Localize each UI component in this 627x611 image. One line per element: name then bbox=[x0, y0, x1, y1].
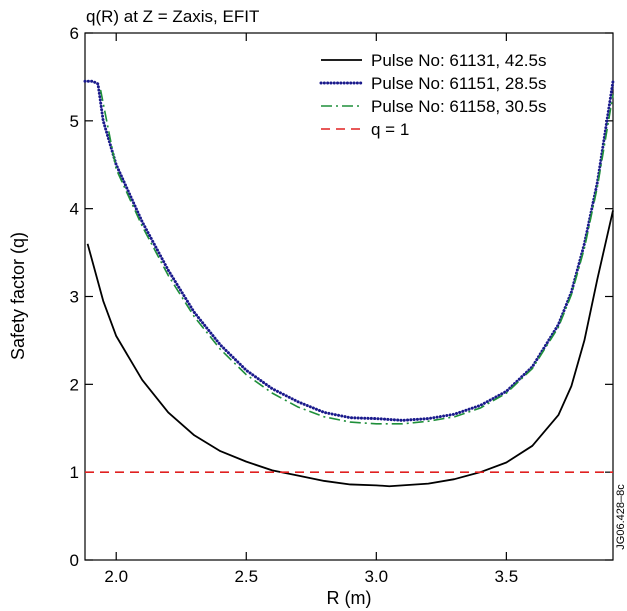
legend-label-2: Pulse No: 61151, 28.5s bbox=[371, 74, 546, 93]
series-line-1 bbox=[86, 210, 614, 488]
x-axis-title: R (m) bbox=[327, 588, 372, 608]
series-line-2 bbox=[83, 79, 615, 422]
legend: Pulse No: 61131, 42.5s Pulse No: 61151, 2… bbox=[319, 51, 546, 139]
series-line-3 bbox=[99, 89, 614, 425]
tick-labels: 2.0 2.5 3.0 3.5 0 1 2 3 4 5 6 bbox=[70, 24, 519, 586]
y-tick-label: 3 bbox=[70, 288, 79, 307]
y-tick-label: 4 bbox=[70, 200, 79, 219]
y-axis-title: Safety factor (q) bbox=[8, 232, 28, 360]
legend-label-3: Pulse No: 61158, 30.5s bbox=[371, 97, 546, 116]
x-tick-label: 2.5 bbox=[234, 567, 258, 586]
legend-label-1: Pulse No: 61131, 42.5s bbox=[371, 51, 546, 70]
y-tick-label: 2 bbox=[70, 375, 79, 394]
y-tick-label: 5 bbox=[70, 112, 79, 131]
figure-code-label: JG06.428–8c bbox=[615, 484, 627, 550]
x-tick-label: 2.0 bbox=[104, 567, 128, 586]
y-tick-label: 0 bbox=[70, 551, 79, 570]
y-tick-label: 1 bbox=[70, 463, 79, 482]
chart-title: q(R) at Z = Zaxis, EFIT bbox=[86, 7, 259, 26]
x-tick-label: 3.5 bbox=[495, 567, 519, 586]
series-lines bbox=[83, 79, 615, 488]
x-tick-label: 3.0 bbox=[364, 567, 388, 586]
legend-label-4: q = 1 bbox=[371, 120, 409, 139]
y-tick-label: 6 bbox=[70, 24, 79, 43]
